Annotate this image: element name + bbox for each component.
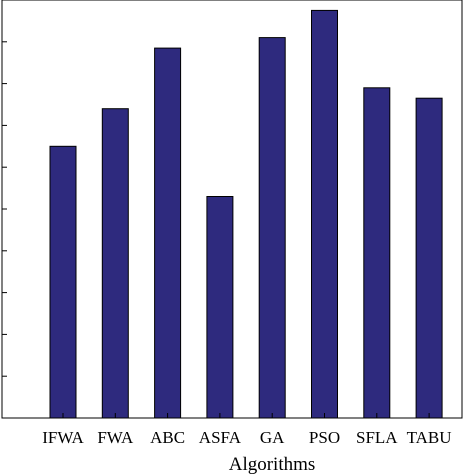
bar-tabu <box>415 97 443 419</box>
x-tick-label-asfa: ASFA <box>199 428 242 447</box>
y-axis-ticks <box>2 0 7 419</box>
x-tick-label-abc: ABC <box>150 428 185 447</box>
x-tick-label-pso: PSO <box>309 428 340 447</box>
bar-ifwa <box>49 145 77 419</box>
bar-sfla <box>363 87 391 419</box>
bar-asfa <box>206 196 234 419</box>
x-axis-label: Algorithms <box>229 454 316 474</box>
x-tick-label-ifwa: IFWA <box>42 428 84 447</box>
x-tick-label-sfla: SFLA <box>356 428 398 447</box>
bar-abc <box>154 47 182 419</box>
x-tick-label-ga: GA <box>260 428 285 447</box>
bar-ga <box>258 37 286 419</box>
bars-group <box>49 9 443 419</box>
x-tick-label-fwa: FWA <box>97 428 134 447</box>
bar-fwa <box>101 108 129 419</box>
bar-pso <box>311 9 338 419</box>
x-tick-labels: IFWA FWA ABC ASFA GA PSO SFLA TABU <box>42 428 451 447</box>
x-tick-label-tabu: TABU <box>407 428 452 447</box>
